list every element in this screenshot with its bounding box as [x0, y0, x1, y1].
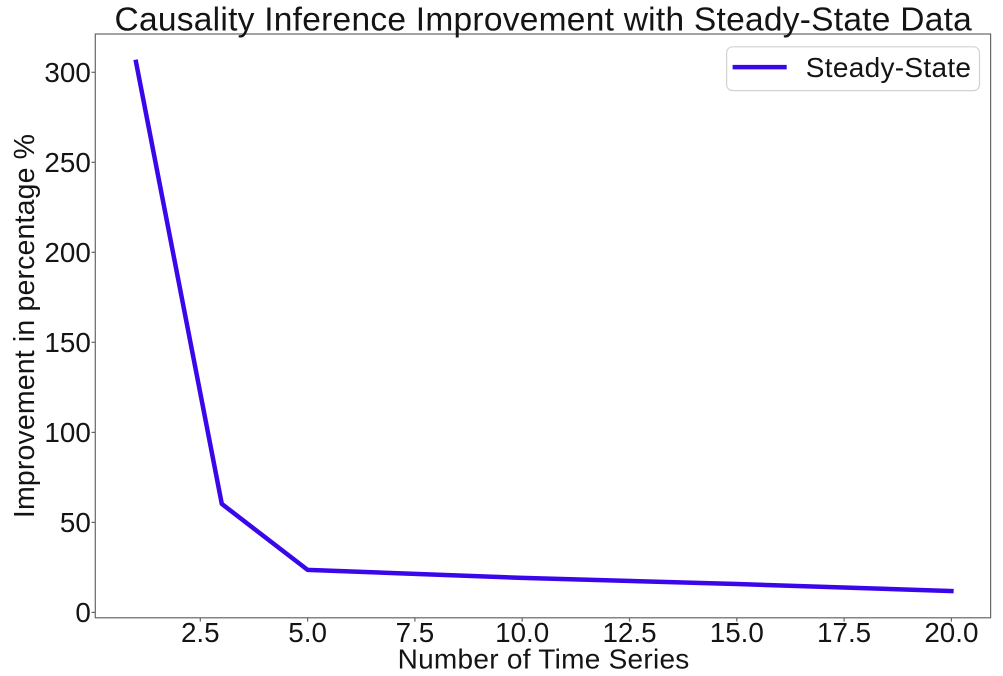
svg-text:10.0: 10.0 [495, 617, 549, 648]
svg-text:50: 50 [60, 507, 91, 538]
svg-text:Causality Inference Improvemen: Causality Inference Improvement with Ste… [115, 2, 973, 39]
svg-text:100: 100 [44, 417, 90, 448]
svg-text:0: 0 [75, 597, 90, 628]
svg-text:15.0: 15.0 [710, 617, 764, 648]
svg-text:200: 200 [44, 237, 90, 268]
svg-text:300: 300 [44, 57, 90, 88]
svg-text:7.5: 7.5 [396, 617, 435, 648]
svg-text:17.5: 17.5 [817, 617, 871, 648]
svg-text:20.0: 20.0 [924, 617, 978, 648]
svg-text:Improvement in percentage %: Improvement in percentage % [9, 134, 41, 518]
svg-text:12.5: 12.5 [602, 617, 656, 648]
svg-text:Number of Time Series: Number of Time Series [398, 643, 690, 674]
svg-text:150: 150 [44, 327, 90, 358]
svg-text:2.5: 2.5 [181, 617, 220, 648]
svg-text:Steady-State: Steady-State [806, 52, 971, 83]
svg-text:5.0: 5.0 [288, 617, 327, 648]
svg-text:250: 250 [44, 147, 90, 178]
